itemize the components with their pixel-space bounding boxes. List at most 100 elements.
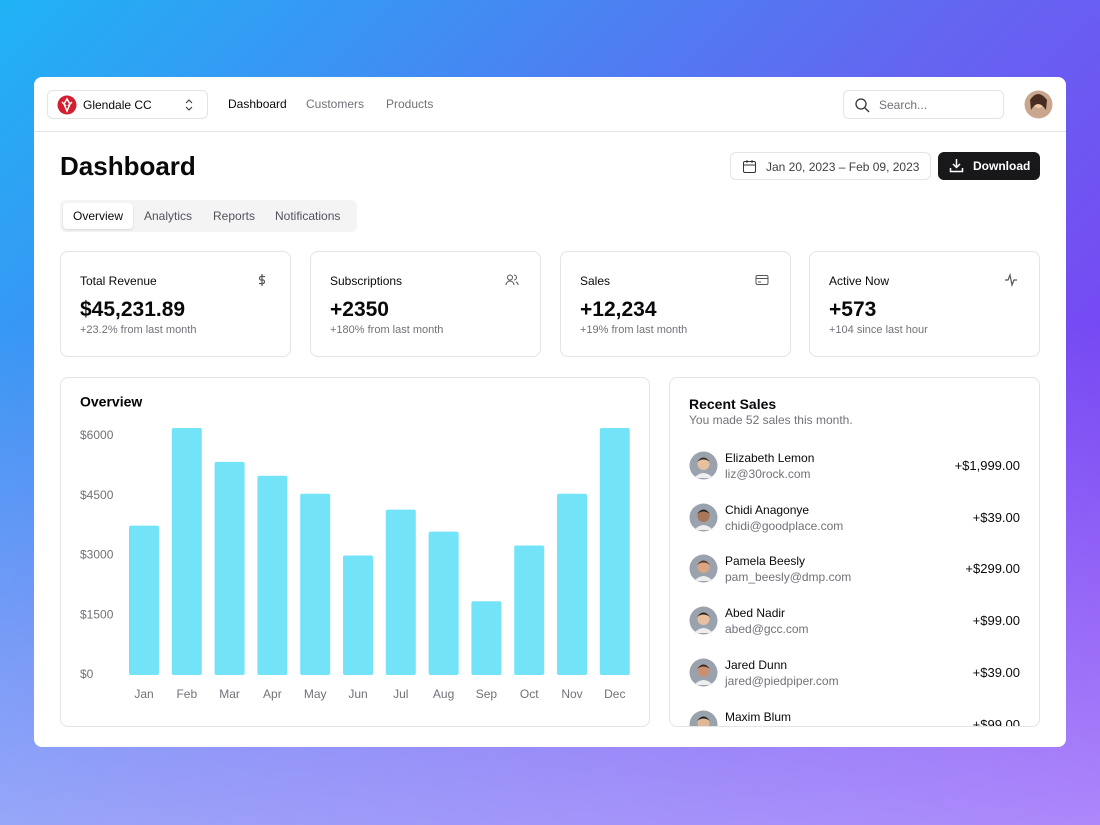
x-tick-label: Mar xyxy=(219,687,240,701)
nav-link[interactable]: Customers xyxy=(306,97,365,111)
nav-link[interactable]: Dashboard xyxy=(228,97,287,111)
sale-name: Maxim Blum xyxy=(725,709,792,724)
sale-email: abed@gcc.com xyxy=(725,622,809,637)
stat-card: Subscriptions +2350 +180% from last month xyxy=(310,251,541,357)
recent-sales-card: Recent Sales You made 52 sales this mont… xyxy=(669,377,1040,727)
avatar xyxy=(689,554,718,583)
x-tick-label: Apr xyxy=(263,687,282,701)
org-switcher[interactable]: Glendale CC xyxy=(47,90,208,119)
stat-card: Sales +12,234 +19% from last month xyxy=(560,251,791,357)
bar xyxy=(257,475,288,675)
avatar xyxy=(689,503,718,532)
download-label: Download xyxy=(973,159,1031,173)
download-button[interactable]: Download xyxy=(938,152,1040,180)
stat-value: +2350 xyxy=(330,298,389,321)
avatar xyxy=(689,658,718,687)
page-title: Dashboard xyxy=(60,151,196,181)
y-tick-label: $3000 xyxy=(80,548,114,562)
avatar xyxy=(689,606,718,635)
sale-email: liz@30rock.com xyxy=(725,467,811,481)
sale-amount: +$39.00 xyxy=(972,509,1020,525)
tab[interactable]: Reports xyxy=(213,209,256,223)
sale-name: Chidi Anagonye xyxy=(725,502,810,517)
sale-email: pam_beesly@dmp.com xyxy=(725,570,852,585)
chevrons xyxy=(185,99,193,111)
bar xyxy=(343,555,373,675)
icon xyxy=(755,275,769,285)
y-tick-label: $6000 xyxy=(80,428,114,442)
sale-amount: +$299.00 xyxy=(965,561,1020,577)
stat-note: +23.2% from last month xyxy=(80,324,197,336)
sale-name: Pamela Beesly xyxy=(725,554,806,569)
x-tick-label: May xyxy=(304,687,327,701)
stat-icon xyxy=(505,273,519,287)
x-tick-label: Feb xyxy=(176,687,197,701)
x-tick-label: Nov xyxy=(561,687,582,701)
bar xyxy=(557,493,587,675)
sale-avatar xyxy=(689,658,718,687)
sale-amount: +$99.00 xyxy=(972,716,1020,727)
x-tick-label: Dec xyxy=(604,687,625,701)
icon xyxy=(258,274,266,286)
calendar-icon xyxy=(743,160,756,173)
tab[interactable]: Overview xyxy=(63,203,134,229)
nav-link[interactable]: Products xyxy=(386,97,434,111)
stat-value: $45,231.89 xyxy=(80,298,186,321)
date-range: Jan 20, 2023 – Feb 09, 2023 xyxy=(766,160,920,174)
bar xyxy=(471,601,502,675)
recent-sales-title: Recent Sales xyxy=(689,396,777,412)
icon xyxy=(505,274,519,286)
x-tick-label: Jul xyxy=(393,687,408,701)
avatar xyxy=(689,710,718,726)
sale-email: chidi@goodplace.com xyxy=(725,518,844,533)
sale-name: Abed Nadir xyxy=(725,606,786,621)
sale-avatar xyxy=(689,606,718,635)
bar xyxy=(129,525,159,675)
search[interactable]: Search... xyxy=(843,90,1004,119)
stat-card: Total Revenue $45,231.89 +23.2% from last … xyxy=(60,251,291,357)
date-picker[interactable]: Jan 20, 2023 – Feb 09, 2023 xyxy=(730,152,931,180)
stat-label: Subscriptions xyxy=(330,274,403,288)
sale-email: jared@piedpiper.com xyxy=(725,673,839,688)
sale-avatar xyxy=(689,710,718,726)
chart-title: Overview xyxy=(80,394,142,410)
stat-note: +19% from last month xyxy=(580,324,688,336)
bar xyxy=(385,509,416,675)
stat-value: +12,234 xyxy=(580,298,657,321)
sale-name: Jared Dunn xyxy=(725,657,788,672)
stat-label: Sales xyxy=(580,274,611,288)
tab[interactable]: Analytics xyxy=(144,209,193,223)
sale-avatar xyxy=(689,503,718,532)
sale-amount: +$1,999.00 xyxy=(954,458,1020,473)
x-tick-label: Jan xyxy=(134,687,153,701)
x-tick-label: Jun xyxy=(348,687,367,701)
recent-sales-subtitle: You made 52 sales this month. xyxy=(689,413,853,427)
x-tick-label: Oct xyxy=(520,687,539,701)
stat-note: +104 since last hour xyxy=(829,324,928,336)
stat-icon xyxy=(255,273,269,287)
stat-card: Active Now +573 +104 since last hour xyxy=(809,251,1040,357)
bar xyxy=(599,428,630,675)
org-name: Glendale CC xyxy=(83,98,152,112)
tab[interactable]: Notifications xyxy=(275,209,341,223)
download-icon xyxy=(949,159,964,173)
y-tick-label: $0 xyxy=(80,667,94,681)
y-tick-label: $4500 xyxy=(80,488,114,502)
avatar xyxy=(689,451,718,480)
search-icon xyxy=(855,98,870,113)
bar xyxy=(428,531,459,675)
chart: Overview $0 $1500 $3000 $4500 $6000 Jan Feb Mar… xyxy=(80,394,630,701)
bar xyxy=(514,545,545,675)
icon xyxy=(1005,272,1017,288)
stat-label: Total Revenue xyxy=(80,274,157,288)
stat-value: +573 xyxy=(829,298,877,321)
x-tick-label: Aug xyxy=(433,687,454,701)
sale-email: max_blum@hooli.com xyxy=(725,726,844,727)
stat-note: +180% from last month xyxy=(330,324,444,336)
stat-icon xyxy=(755,273,769,287)
user-avatar[interactable] xyxy=(1024,90,1053,119)
bar xyxy=(171,428,202,675)
stat-label: Active Now xyxy=(829,274,890,288)
y-tick-label: $1500 xyxy=(80,607,114,621)
